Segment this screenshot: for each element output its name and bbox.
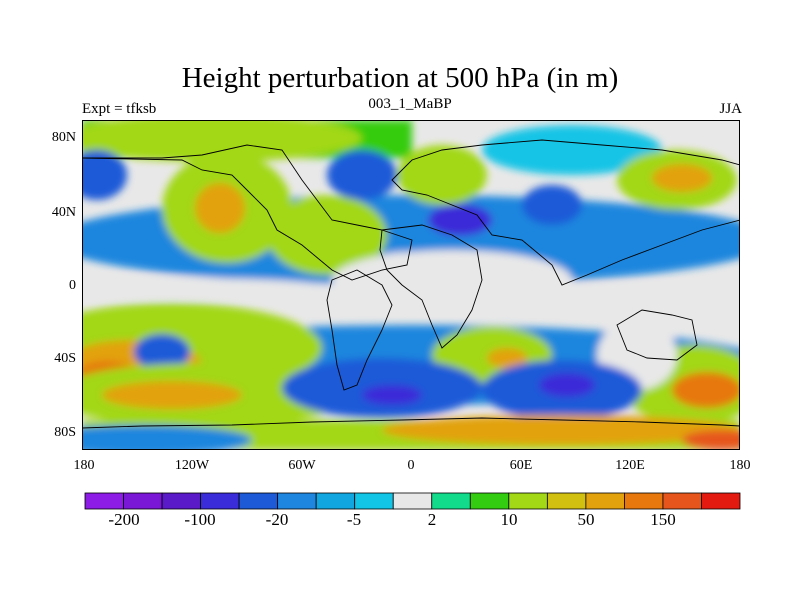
yellow-high-america [267, 195, 387, 275]
lon-label-180e: 180 [729, 458, 751, 473]
colorbar-swatch [354, 492, 394, 510]
dark-blue-low-atlantic [327, 150, 397, 200]
lon-label-120w: 120W [174, 458, 210, 473]
blue-antarctic-west [82, 425, 252, 450]
neutral-equator-atlantic [332, 250, 572, 310]
colorbar-swatch [431, 492, 471, 510]
south-america-coast [326, 269, 393, 391]
eurasia-coast [391, 139, 740, 286]
colorbar-swatch [315, 492, 356, 510]
deep-blue-core-southern-indian [539, 373, 595, 397]
lat-label-80s: 80S [54, 425, 76, 440]
colorbar-swatch [701, 492, 741, 510]
lon-label-60e: 60E [509, 458, 533, 473]
neutral-equator-pacific [82, 278, 332, 298]
colorbar-label: -20 [265, 510, 289, 529]
australia-coast [616, 309, 698, 361]
red-antarctic-east [682, 430, 740, 450]
dark-blue-low-asia [522, 185, 582, 225]
colorbar [84, 492, 741, 510]
colorbar-swatch [161, 492, 201, 510]
orange-center-asia [652, 164, 712, 192]
colorbar-swatch [508, 492, 548, 510]
plot-title: Height perturbation at 500 hPa (in m) [181, 62, 619, 94]
colorbar-swatch [546, 492, 587, 510]
lon-label-180w: 180 [73, 458, 95, 473]
deep-blue-core-southern-atlantic [362, 385, 422, 405]
colorbar-label: 50 [577, 510, 595, 529]
lon-label-120e: 120E [615, 458, 645, 473]
orange-core-south-africa [487, 348, 527, 368]
lat-label-80n: 80N [51, 130, 76, 145]
run-id-label: 003_1_MaBP [368, 96, 452, 112]
colorbar-swatch [585, 492, 625, 510]
map-frame [82, 120, 740, 450]
colorbar-swatch [624, 492, 664, 510]
dark-blue-low-dateline [82, 150, 127, 200]
orange-center-pacific [195, 183, 245, 233]
yellow-high-atlantic [397, 145, 487, 205]
colorbar-label: 10 [500, 510, 518, 529]
deep-blue-low-africa [428, 204, 492, 236]
experiment-label: Expt = tfksb [82, 101, 157, 117]
colorbar-swatch [84, 492, 124, 510]
antarctica-coast [82, 417, 740, 429]
colorbar-swatch [662, 492, 702, 510]
colorbar-swatch [469, 492, 510, 510]
lat-label-eq: 0 [69, 278, 76, 293]
colorbar-label: 150 [650, 510, 676, 529]
north-america-coast [82, 144, 413, 281]
lat-label-40s: 40S [54, 351, 76, 366]
colorbar-label: -5 [346, 510, 362, 529]
colorbar-swatch [392, 492, 433, 510]
colorbar-swatch [200, 492, 240, 510]
dark-blue-low-south-pacific [134, 334, 190, 370]
colorbar-label: -200 [108, 510, 140, 529]
cyan-arctic-east [482, 125, 662, 175]
season-label: JJA [719, 101, 742, 117]
orange-core-southern-ocean [102, 381, 242, 409]
colorbar-label: -100 [184, 510, 216, 529]
coastlines [82, 139, 740, 429]
lon-label-0: 0 [407, 458, 415, 473]
colorbar-swatch [238, 492, 279, 510]
yellow-arctic-west [82, 120, 362, 162]
lat-label-40n: 40N [51, 205, 76, 220]
colorbar-swatch [123, 492, 163, 510]
africa-coast [379, 224, 483, 349]
orange-core-australia-south [672, 372, 740, 408]
colorbar-swatch [277, 492, 317, 510]
lon-label-60w: 60W [288, 458, 316, 473]
contour-map [82, 120, 740, 450]
neutral-africa-interior [362, 252, 452, 288]
colorbar-label: 2 [427, 510, 437, 529]
